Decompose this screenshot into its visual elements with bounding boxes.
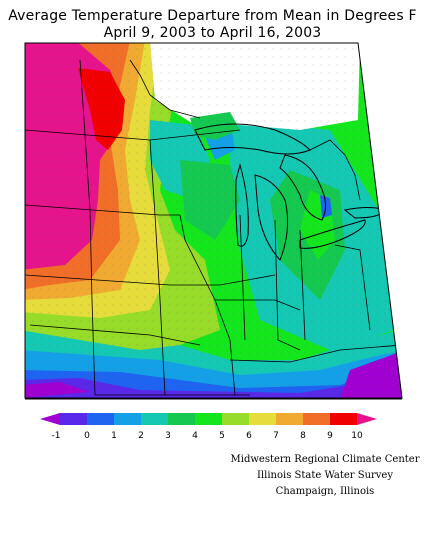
legend-label: 2 [138, 431, 144, 441]
legend-label: 3 [165, 431, 171, 441]
legend-label: 6 [246, 431, 252, 441]
legend-swatch [60, 413, 87, 425]
legend-arrow-low [40, 413, 60, 425]
map-title: Average Temperature Departure from Mean … [8, 8, 417, 24]
contour-fill [25, 43, 402, 398]
credit-mrcc: Midwestern Regional Climate Center [230, 454, 420, 465]
legend-swatch [114, 413, 141, 425]
legend-swatch [195, 413, 222, 425]
legend-swatch [168, 413, 195, 425]
legend-swatch [87, 413, 114, 425]
legend-label: 7 [273, 431, 279, 441]
legend-label: -1 [52, 431, 61, 441]
legend-label: 8 [300, 431, 306, 441]
credit-location: Champaign, Illinois [275, 486, 375, 497]
legend-label: 10 [351, 431, 363, 441]
legend-swatch [303, 413, 330, 425]
credit-isws: Illinois State Water Survey [256, 470, 393, 481]
legend-label: 0 [84, 431, 90, 441]
legend-swatch [222, 413, 249, 425]
legend-swatch [141, 413, 168, 425]
legend-label: 9 [327, 431, 333, 441]
legend-label: 1 [111, 431, 117, 441]
legend-swatch [276, 413, 303, 425]
map-date-range: April 9, 2003 to April 16, 2003 [103, 25, 322, 41]
legend-label: 4 [192, 431, 198, 441]
legend-swatch [330, 413, 357, 425]
legend-arrow-high [357, 413, 377, 425]
legend-label: 5 [219, 431, 225, 441]
legend-swatch [249, 413, 276, 425]
